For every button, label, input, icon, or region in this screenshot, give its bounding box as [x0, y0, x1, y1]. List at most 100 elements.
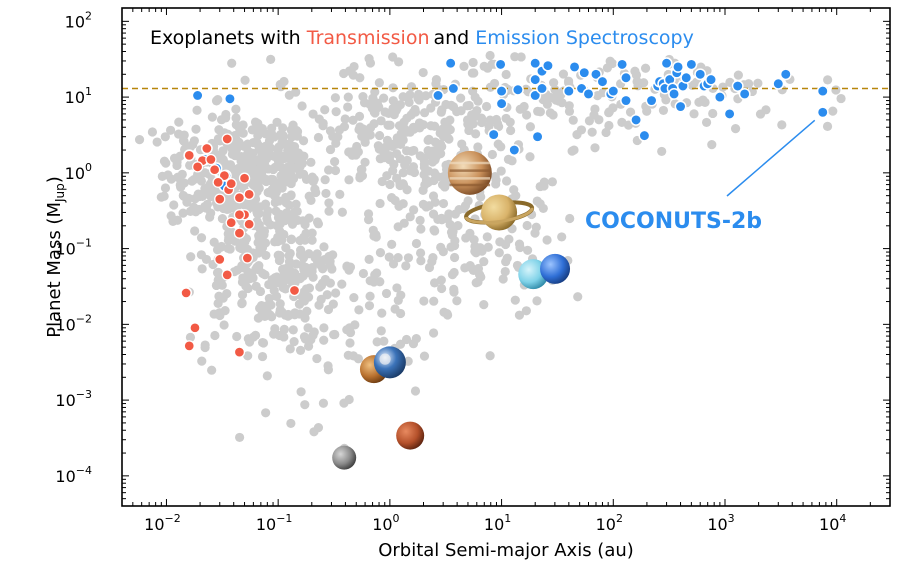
background-planet-point	[419, 108, 430, 118]
background-planet-point	[515, 242, 525, 253]
x-tick-label: 103	[707, 512, 734, 534]
emission-point	[495, 97, 508, 110]
background-planet-point	[500, 266, 510, 277]
background-planet-point	[464, 125, 474, 136]
background-planet-point	[568, 115, 578, 125]
background-planet-point	[343, 350, 353, 360]
background-planet-point	[269, 328, 279, 339]
background-planet-point	[330, 93, 340, 103]
background-planet-point	[241, 281, 251, 291]
emission-point	[541, 59, 554, 72]
background-planet-point	[284, 200, 294, 210]
background-planet-point	[210, 330, 220, 341]
background-planet-point	[189, 136, 199, 146]
background-planet-point	[549, 78, 559, 88]
transmission-point	[180, 287, 192, 299]
background-planet-point	[687, 80, 697, 90]
background-planet-point	[470, 241, 480, 251]
background-planet-point	[298, 169, 309, 179]
background-planet-point	[402, 146, 412, 156]
background-planet-point	[207, 365, 217, 375]
background-planet-point	[313, 132, 324, 143]
background-planet-point	[510, 295, 520, 305]
background-planet-point	[382, 171, 392, 181]
background-planet-point	[209, 237, 219, 247]
background-planet-point	[268, 164, 278, 175]
background-planet-point	[388, 96, 398, 106]
background-planet-point	[312, 217, 323, 227]
background-planet-point	[369, 119, 379, 129]
background-planet-point	[429, 296, 439, 306]
background-planet-point	[165, 125, 176, 135]
background-planet-point	[298, 216, 308, 226]
background-planet-point	[564, 101, 574, 111]
background-planet-point	[404, 97, 414, 107]
background-planet-point	[463, 196, 473, 206]
background-planet-point	[482, 232, 492, 242]
x-tick-label: 100	[372, 512, 399, 534]
background-planet-point	[323, 304, 334, 315]
earth-planet	[373, 346, 406, 379]
background-planet-point	[294, 299, 305, 309]
emission-point	[531, 130, 544, 143]
background-planet-point	[277, 183, 287, 193]
transmission-point	[233, 209, 246, 221]
background-planet-point	[331, 288, 341, 298]
background-planet-point	[283, 309, 293, 320]
background-planet-point	[437, 180, 448, 190]
background-planet-point	[396, 290, 406, 300]
background-planet-point	[238, 244, 249, 255]
background-planet-point	[419, 296, 429, 306]
background-planet-point	[450, 209, 460, 219]
background-planet-point	[707, 140, 717, 150]
emission-point	[508, 144, 521, 156]
x-axis-ticks: 10−2 10−1 100 101 102 103 104	[121, 8, 891, 534]
background-planet-point	[429, 278, 440, 288]
background-planet-point	[315, 282, 325, 292]
background-planet-point	[657, 146, 667, 157]
background-planet-point	[237, 164, 247, 174]
background-planet-point	[192, 105, 202, 115]
background-planet-point	[469, 112, 480, 122]
background-planet-point	[237, 298, 247, 308]
background-planet-point	[471, 278, 481, 288]
background-planet-point	[301, 284, 311, 294]
background-planet-point	[232, 331, 242, 342]
background-planet-point	[438, 131, 449, 142]
background-planet-point	[753, 78, 763, 88]
background-planet-point	[160, 183, 171, 193]
plot-frame	[121, 7, 891, 507]
background-planet-point	[473, 142, 483, 152]
background-planet-point	[273, 212, 284, 223]
background-planet-point	[535, 181, 545, 192]
background-planet-point	[267, 123, 277, 133]
background-planet-point	[823, 75, 833, 85]
background-planet-point	[318, 398, 329, 408]
background-planet-point	[178, 135, 189, 146]
emission-point	[487, 128, 500, 141]
background-planet-point	[532, 296, 542, 306]
background-planet-point	[288, 325, 298, 335]
background-planet-point	[468, 265, 478, 276]
transmission-point	[233, 346, 246, 358]
background-planet-point	[761, 105, 771, 115]
background-planet-point	[572, 129, 582, 140]
background-planet-point	[623, 120, 634, 130]
background-planet-point	[221, 113, 231, 123]
background-planet-point	[449, 240, 460, 251]
background-planet-point	[286, 212, 296, 222]
y-tick-label: 10−1	[55, 237, 92, 259]
background-planet-point	[357, 164, 367, 175]
background-planet-point	[462, 101, 472, 111]
background-planet-point	[589, 110, 599, 120]
background-planet-point	[374, 78, 384, 88]
background-planet-point	[290, 154, 300, 164]
background-planet-point	[261, 408, 271, 418]
background-planet-point	[414, 118, 425, 128]
background-planet-point	[456, 93, 466, 103]
background-planet-point	[337, 279, 347, 289]
emission-point	[444, 57, 457, 70]
background-planet-point	[525, 122, 535, 132]
background-planet-point	[446, 100, 456, 110]
emission-point	[536, 82, 548, 95]
